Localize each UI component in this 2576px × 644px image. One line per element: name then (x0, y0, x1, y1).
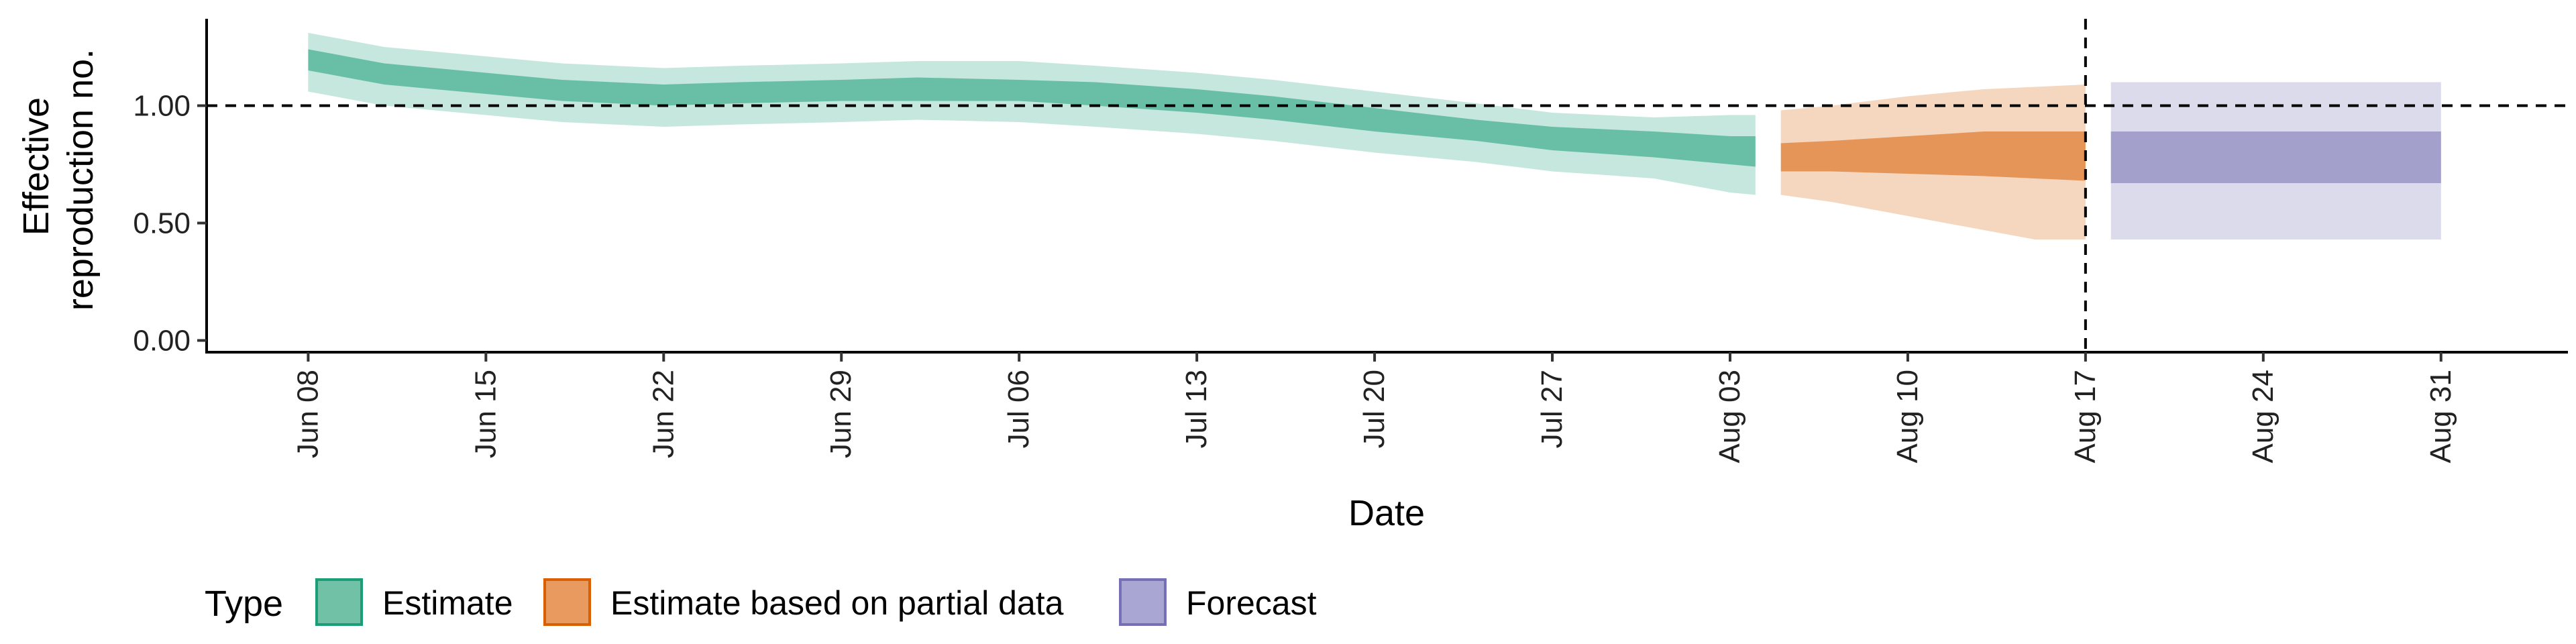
x-tick-label: Jun 22 (647, 370, 680, 458)
legend: Type Estimate Estimate based on partial … (205, 578, 1317, 626)
legend-label-estimate: Estimate (382, 584, 513, 622)
x-tick-label: Jul 13 (1180, 370, 1213, 448)
axes: 0.00 0.50 1.00 Jun 08 Jun 15 Jun 22 Jun 29 Jul … (133, 19, 2568, 463)
partial-inner-band (1780, 131, 2086, 181)
y-axis-title-line-1: Effective (16, 97, 56, 235)
x-tick-label: Jul 20 (1358, 370, 1391, 448)
legend-swatch-partial (543, 578, 591, 626)
x-tick-label: Aug 31 (2424, 370, 2457, 463)
plot-area (207, 19, 2568, 352)
x-tick-label: Jul 27 (1536, 370, 1568, 448)
x-tick-label: Aug 03 (1713, 370, 1746, 463)
y-tick-label: 0.50 (133, 207, 191, 240)
y-axis-title-line-2: reproduction no. (60, 49, 101, 311)
x-tick-label: Jun 15 (469, 370, 502, 458)
x-tick-label: Jun 08 (291, 370, 324, 458)
forecast-inner-band (2110, 131, 2441, 183)
legend-swatch-forecast (1119, 578, 1167, 626)
estimate-outer-band (308, 33, 1756, 195)
x-tick-label: Jul 06 (1002, 370, 1035, 448)
legend-title: Type (205, 584, 283, 624)
x-axis-title: Date (1348, 493, 1425, 533)
y-tick-label: 0.00 (133, 325, 191, 358)
x-tick-label: Jun 29 (824, 370, 857, 458)
x-tick-label: Aug 10 (1891, 370, 1924, 463)
x-tick-label: Aug 17 (2069, 370, 2102, 463)
legend-label-partial: Estimate based on partial data (610, 584, 1064, 622)
x-tick-label: Aug 24 (2247, 370, 2279, 463)
legend-label-forecast: Forecast (1186, 584, 1317, 622)
legend-swatch-estimate (315, 578, 363, 626)
y-tick-label: 1.00 (133, 90, 191, 123)
